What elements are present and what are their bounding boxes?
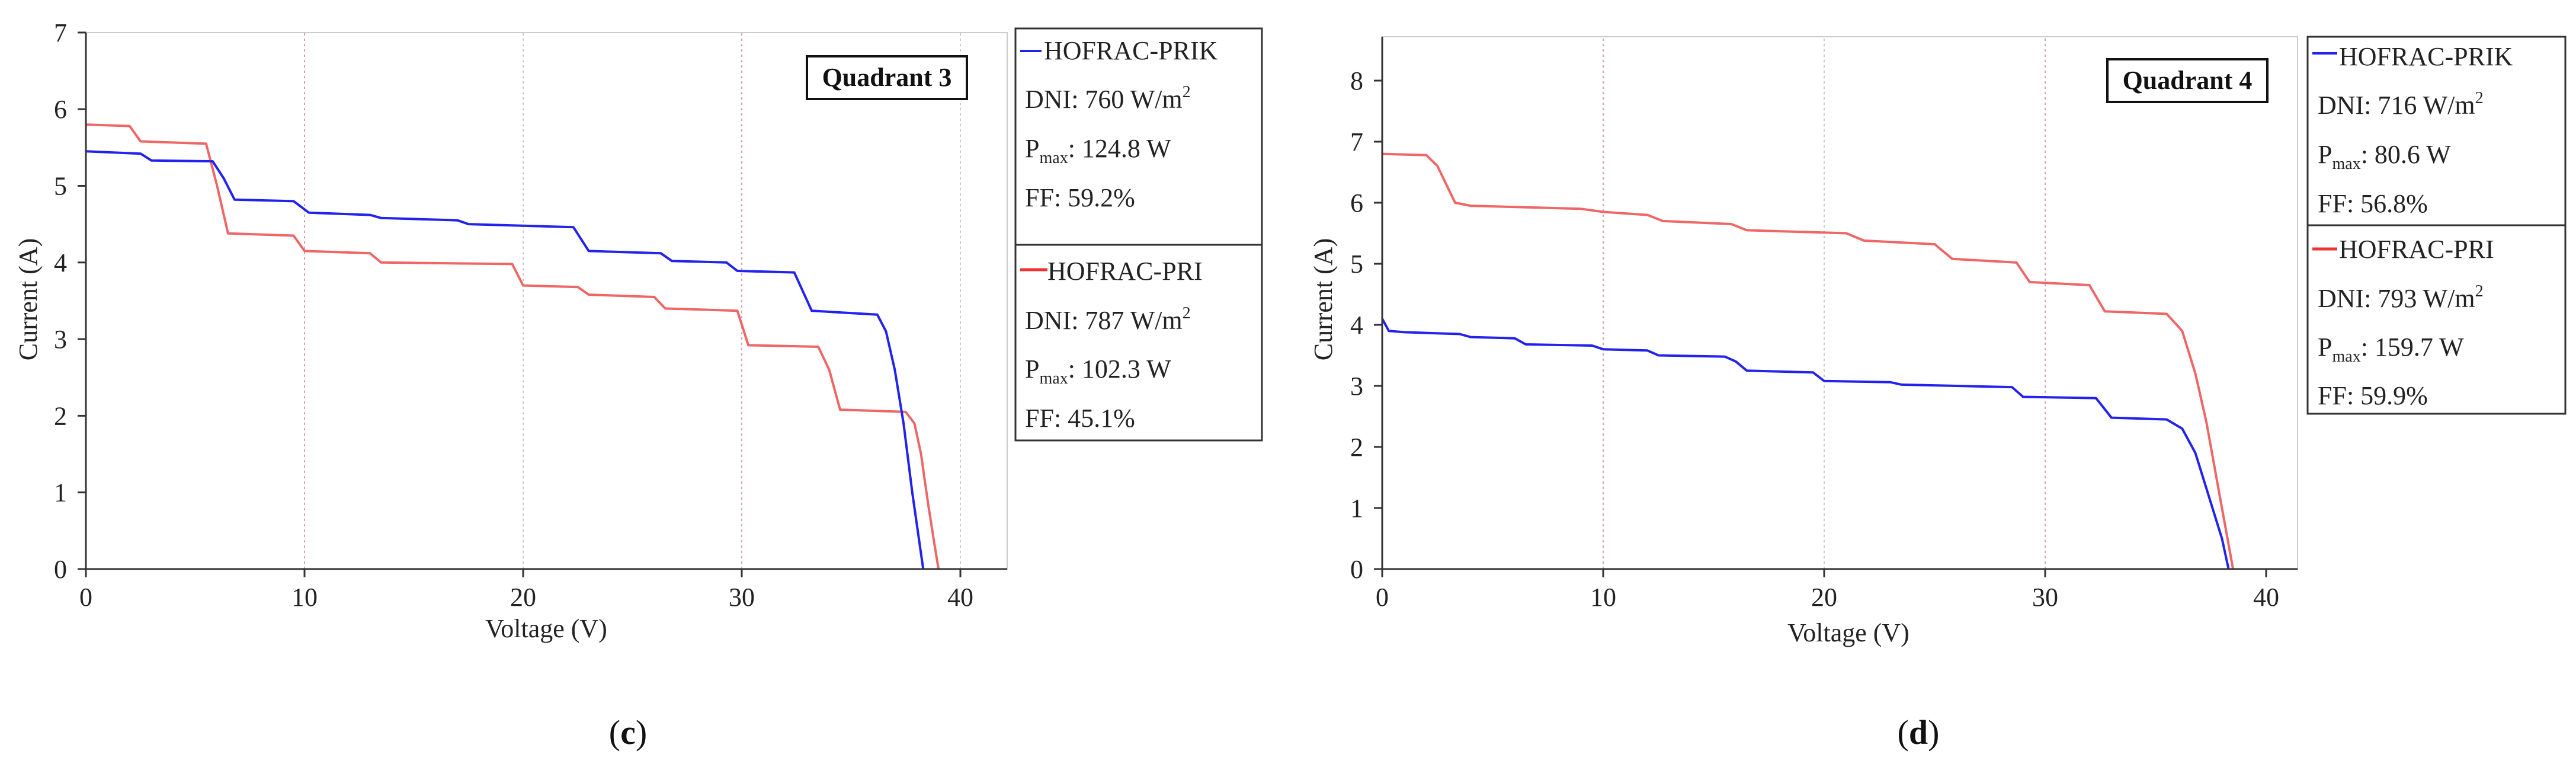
y-tick-label-d-7: 7 xyxy=(1350,127,1363,156)
y-tick-label-c-2: 2 xyxy=(54,401,67,430)
quadrant-label-d: Quadrant 4 xyxy=(2123,66,2253,95)
x-tick-label-c-40: 40 xyxy=(947,583,973,612)
legend-pmax-c-prik: Pmax: 124.8 W xyxy=(1025,134,1171,167)
legend-dni-d-pri: DNI: 793 W/m2 xyxy=(2318,282,2484,313)
x-axis-label-d: Voltage (V) xyxy=(1787,618,1909,647)
y-tick-label-c-1: 1 xyxy=(54,478,67,507)
x-tick-label-c-0: 0 xyxy=(79,583,92,612)
series-line-d-hofrac-pri xyxy=(1382,152,2235,570)
x-tick-label-d-20: 20 xyxy=(1811,583,1837,612)
y-tick-label-d-8: 8 xyxy=(1350,66,1363,95)
y-tick-label-d-6: 6 xyxy=(1350,188,1363,218)
y-tick-label-d-4: 4 xyxy=(1350,311,1363,340)
axes-d xyxy=(1374,37,2298,577)
y-tick-label-d-3: 3 xyxy=(1350,372,1363,401)
series-line-c-hofrac-pri xyxy=(85,123,940,570)
y-tick-label-d-1: 1 xyxy=(1350,494,1363,523)
y-tick-label-c-6: 6 xyxy=(54,95,67,124)
legend-ff-d-pri: FF: 59.9% xyxy=(2318,381,2428,410)
x-tick-label-d-0: 0 xyxy=(1376,583,1389,612)
y-tick-label-c-3: 3 xyxy=(54,325,67,354)
x-tick-label-c-20: 20 xyxy=(510,583,536,612)
legend-box-d-prik xyxy=(2306,36,2567,226)
quadrant-label-box-c xyxy=(806,55,968,100)
y-tick-label-d-5: 5 xyxy=(1350,250,1363,279)
x-tick-label-d-30: 30 xyxy=(2032,583,2058,612)
y-tick-label-c-0: 0 xyxy=(54,555,67,584)
legend-d: HOFRAC-PRIK DNI: 716 W/m2 Pmax: 80.6 W F… xyxy=(2306,36,2567,415)
legend-dni-d-prik: DNI: 716 W/m2 xyxy=(2318,89,2484,120)
legend-name-d-prik: HOFRAC-PRIK xyxy=(2339,42,2513,71)
x-tick-label-c-30: 30 xyxy=(729,583,755,612)
chart-panel-c: 0 10 20 30 40 0 1 2 3 4 5 6 7 Voltage (V) Current (A… xyxy=(14,18,1263,752)
tick-labels-c: 0 10 20 30 40 0 1 2 3 4 5 6 7 xyxy=(54,18,973,612)
legend-name-c-pri: HOFRAC-PRI xyxy=(1047,257,1203,286)
plot-area-d xyxy=(1382,36,2298,570)
x-tick-label-c-10: 10 xyxy=(291,583,318,612)
legend-ff-c-prik: FF: 59.2% xyxy=(1025,183,1135,212)
legend-box-d-pri xyxy=(2306,224,2567,415)
series-line-c-hofrac-prik xyxy=(85,150,925,570)
y-tick-label-c-5: 5 xyxy=(54,172,67,201)
series-group-d xyxy=(1381,152,2235,570)
legend-dni-c-pri: DNI: 787 W/m2 xyxy=(1025,304,1191,335)
panel-caption-d: (d) xyxy=(1898,713,1940,752)
legend-pmax-d-prik: Pmax: 80.6 W xyxy=(2318,140,2451,173)
panel-caption-c: (c) xyxy=(609,713,647,752)
legend-c: HOFRAC-PRIK DNI: 760 W/m2 Pmax: 124.8 W … xyxy=(1014,27,1263,442)
quadrant-label-box-d xyxy=(2106,58,2269,103)
y-tick-label-c-7: 7 xyxy=(54,18,67,47)
legend-pmax-d-pri: Pmax: 159.7 W xyxy=(2318,333,2464,366)
tick-labels-d: 0 10 20 30 40 0 1 2 3 4 5 6 7 8 xyxy=(1350,66,2279,612)
legend-box-c-pri xyxy=(1014,244,1263,442)
x-tick-label-d-10: 10 xyxy=(1590,583,1616,612)
legend-name-c-prik: HOFRAC-PRIK xyxy=(1044,36,1218,65)
chart-panel-d: 0 10 20 30 40 0 1 2 3 4 5 6 7 8 Voltage (V) Current (… xyxy=(1309,36,2567,752)
legend-box-c-prik xyxy=(1014,27,1263,246)
series-group-c xyxy=(85,123,940,570)
legend-ff-c-pri: FF: 45.1% xyxy=(1025,404,1135,433)
legend-pmax-c-pri: Pmax: 102.3 W xyxy=(1025,354,1171,388)
legend-dni-c-prik: DNI: 760 W/m2 xyxy=(1025,83,1191,114)
y-tick-label-d-0: 0 xyxy=(1350,555,1363,584)
quadrant-label-c: Quadrant 3 xyxy=(822,63,952,92)
y-tick-label-c-4: 4 xyxy=(54,248,67,277)
legend-name-d-pri: HOFRAC-PRI xyxy=(2339,235,2494,264)
y-axis-label-d: Current (A) xyxy=(1309,238,1338,361)
legend-ff-d-prik: FF: 56.8% xyxy=(2318,189,2428,218)
series-line-d-hofrac-prik xyxy=(1381,318,2230,570)
grid-c xyxy=(304,33,961,569)
y-tick-label-d-2: 2 xyxy=(1350,433,1363,462)
x-axis-label-c: Voltage (V) xyxy=(485,614,607,643)
plot-area-c xyxy=(85,32,1008,570)
y-axis-label-c: Current (A) xyxy=(14,238,43,361)
grid-d xyxy=(1603,37,2046,569)
x-tick-label-d-40: 40 xyxy=(2253,583,2279,612)
axes-c xyxy=(78,31,1007,577)
